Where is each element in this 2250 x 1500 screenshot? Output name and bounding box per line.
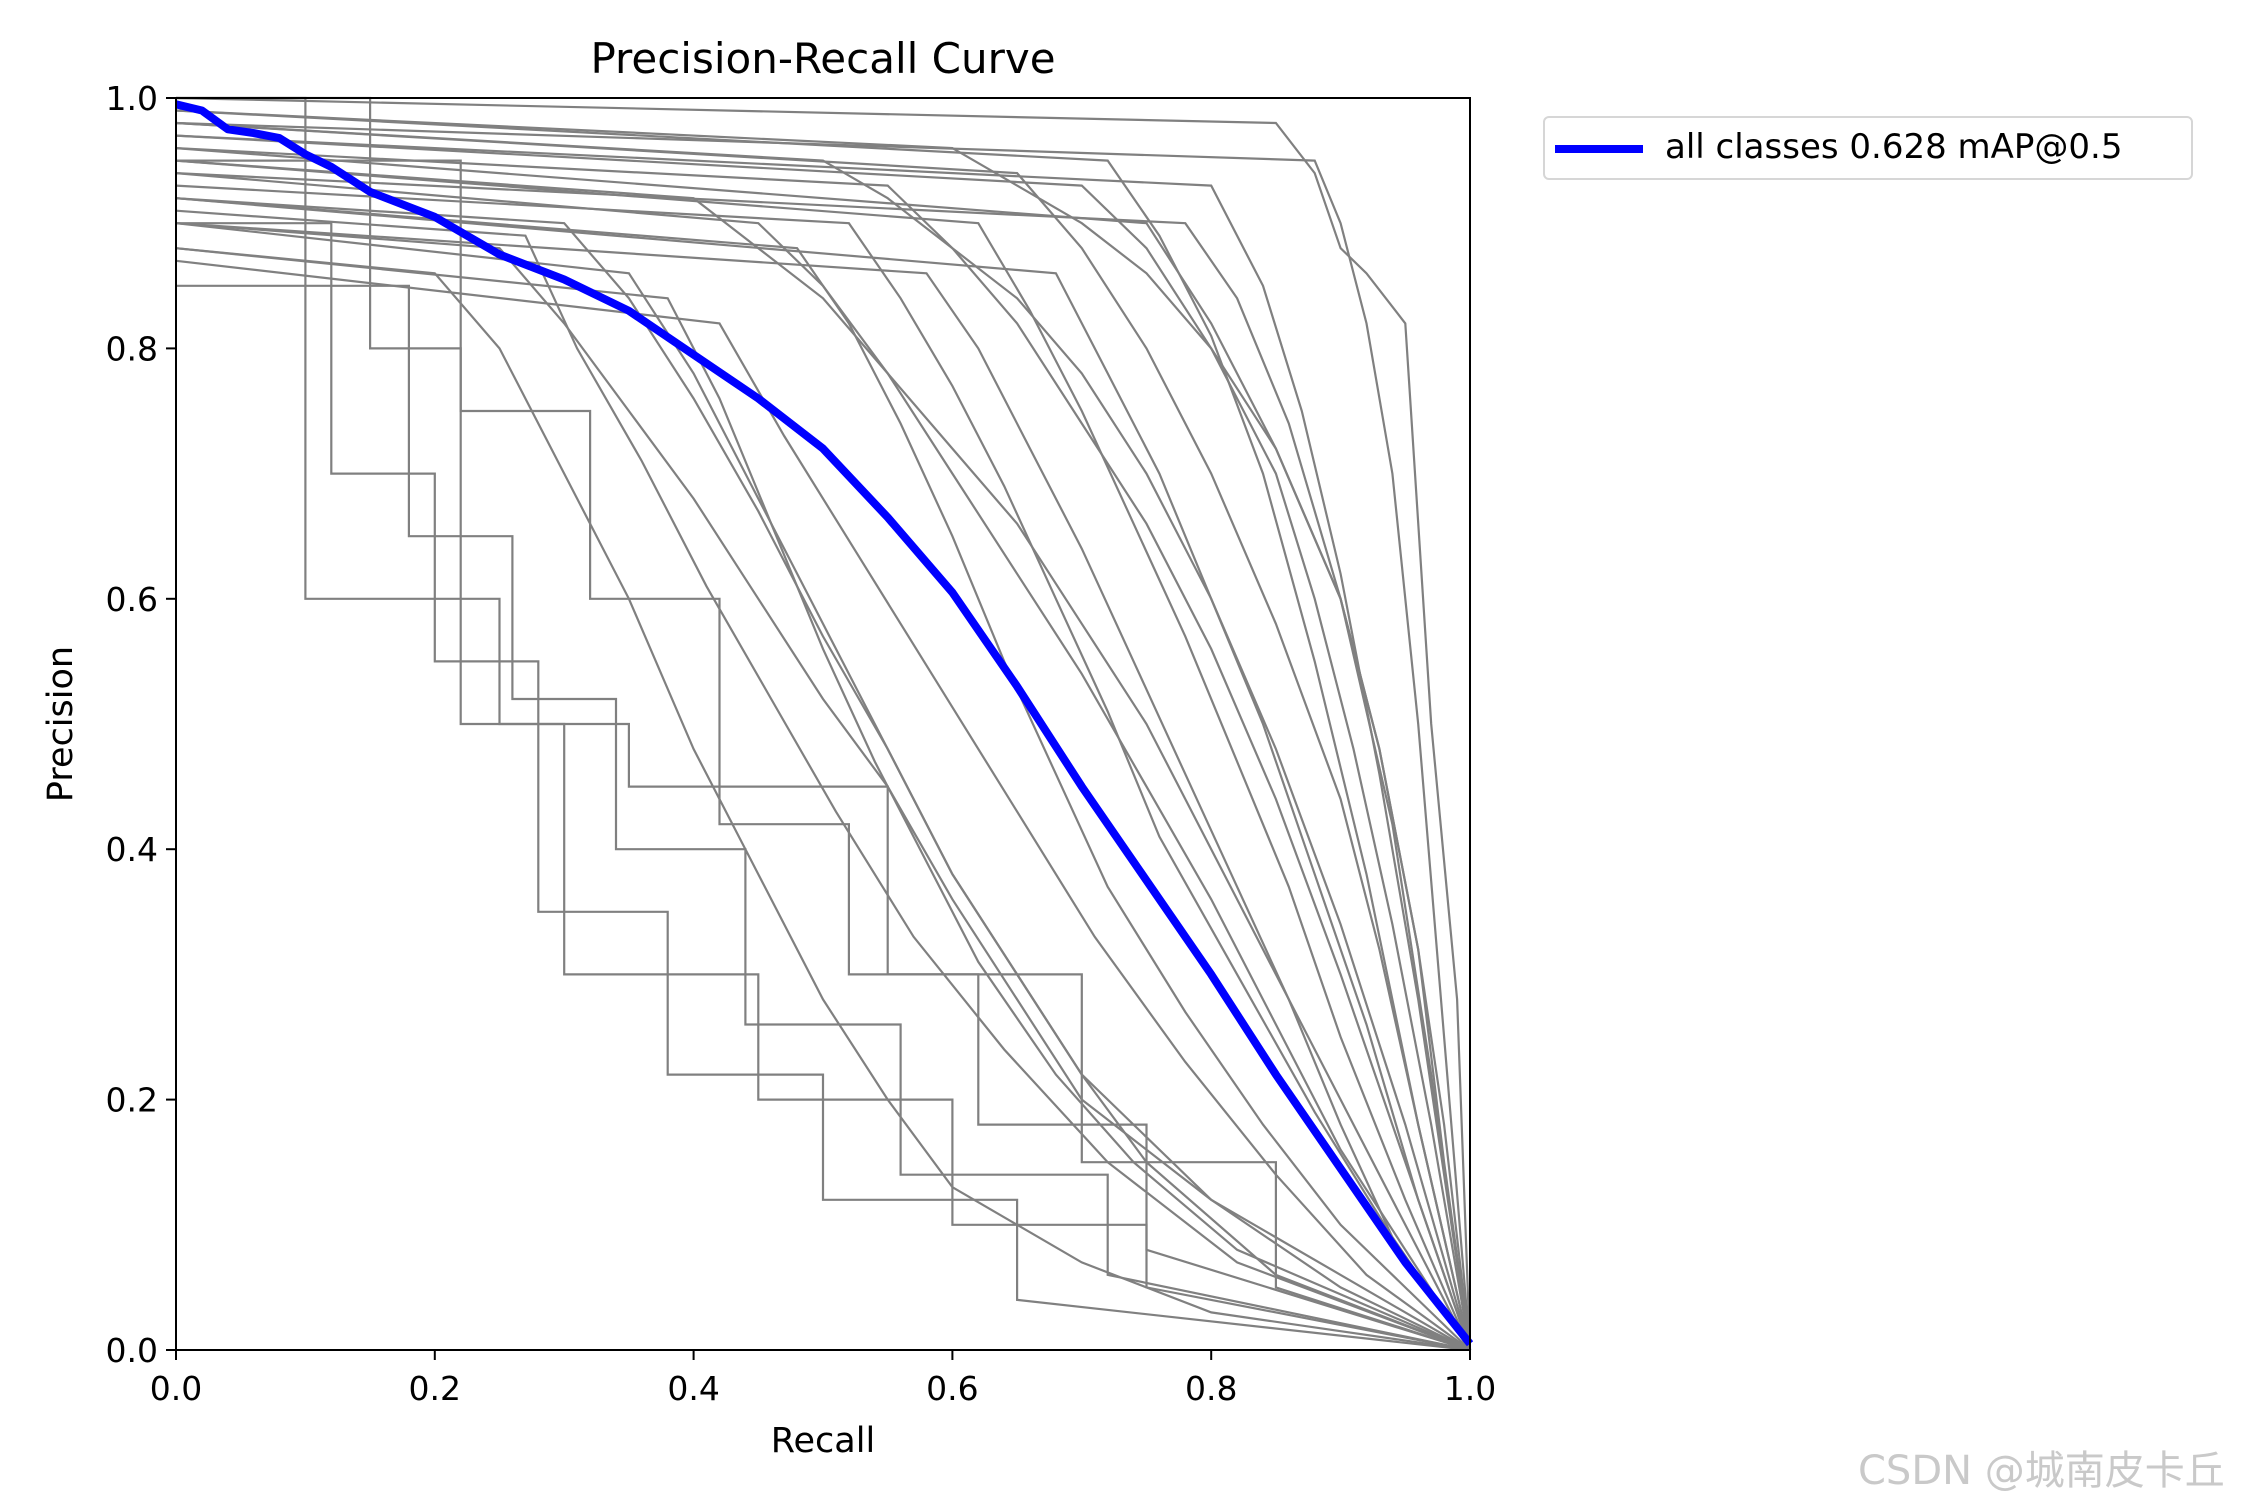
class-curve-18 bbox=[175, 222, 1471, 1351]
class-curve-8 bbox=[175, 96, 1472, 1351]
y-axis-ticks: 0.0 0.2 0.4 0.6 0.8 1.0 bbox=[106, 79, 176, 1370]
plot-frame bbox=[175, 97, 1471, 1351]
class-curve-7 bbox=[175, 134, 1472, 1351]
class-curve-20 bbox=[175, 172, 1472, 1351]
class-curve-25 bbox=[176, 284, 1471, 1352]
x-axis-label: Recall bbox=[771, 1421, 875, 1461]
class-curve-4 bbox=[175, 159, 1471, 1351]
watermark: CSDN @城南皮卡丘 bbox=[1858, 1448, 2225, 1494]
main-curve-group bbox=[175, 100, 1474, 1347]
y-tick-label: 0.8 bbox=[106, 329, 158, 368]
legend-swatch bbox=[1555, 145, 1643, 153]
all-classes-curve bbox=[175, 100, 1474, 1347]
x-tick-label: 0.6 bbox=[926, 1369, 978, 1408]
class-curves bbox=[175, 96, 1472, 1352]
y-tick-label: 0.6 bbox=[106, 580, 158, 619]
x-tick-label: 0.2 bbox=[409, 1369, 461, 1408]
x-tick-label: 0.0 bbox=[150, 1369, 202, 1408]
class-curve-27 bbox=[175, 184, 1471, 1351]
y-tick-label: 0.2 bbox=[106, 1081, 158, 1120]
y-tick-label: 0.4 bbox=[106, 830, 158, 869]
class-curve-23 bbox=[175, 159, 1472, 1351]
legend-label: all classes 0.628 mAP@0.5 bbox=[1665, 127, 2123, 167]
y-tick-label: 0.0 bbox=[106, 1331, 158, 1370]
class-curve-17 bbox=[176, 159, 1471, 1352]
y-tick-label: 1.0 bbox=[106, 79, 158, 118]
class-curve-3 bbox=[175, 222, 1471, 1351]
class-curve-12 bbox=[175, 147, 1472, 1351]
class-curve-5 bbox=[175, 121, 1472, 1351]
class-curve-15 bbox=[175, 222, 1471, 1352]
class-curve-24 bbox=[175, 134, 1472, 1351]
class-curve-2 bbox=[176, 96, 1471, 1352]
y-axis-label: Precision bbox=[41, 646, 81, 802]
class-curve-30 bbox=[175, 121, 1472, 1351]
class-curve-28 bbox=[175, 109, 1472, 1351]
class-curve-16 bbox=[176, 222, 1471, 1352]
class-curve-9 bbox=[175, 247, 1471, 1352]
x-tick-label: 1.0 bbox=[1444, 1369, 1496, 1408]
legend: all classes 0.628 mAP@0.5 bbox=[1543, 116, 2193, 180]
class-curve-1 bbox=[176, 96, 1471, 1352]
x-tick-label: 0.4 bbox=[667, 1369, 719, 1408]
class-curve-26 bbox=[175, 209, 1471, 1352]
class-curve-22 bbox=[175, 247, 1471, 1352]
x-axis-ticks: 0.0 0.2 0.4 0.6 0.8 1.0 bbox=[150, 1350, 1496, 1408]
x-tick-label: 0.8 bbox=[1185, 1369, 1237, 1408]
chart-title: Precision-Recall Curve bbox=[590, 34, 1055, 83]
class-curve-19 bbox=[175, 197, 1472, 1351]
class-curve-13 bbox=[175, 121, 1472, 1351]
class-curve-21 bbox=[175, 197, 1471, 1351]
